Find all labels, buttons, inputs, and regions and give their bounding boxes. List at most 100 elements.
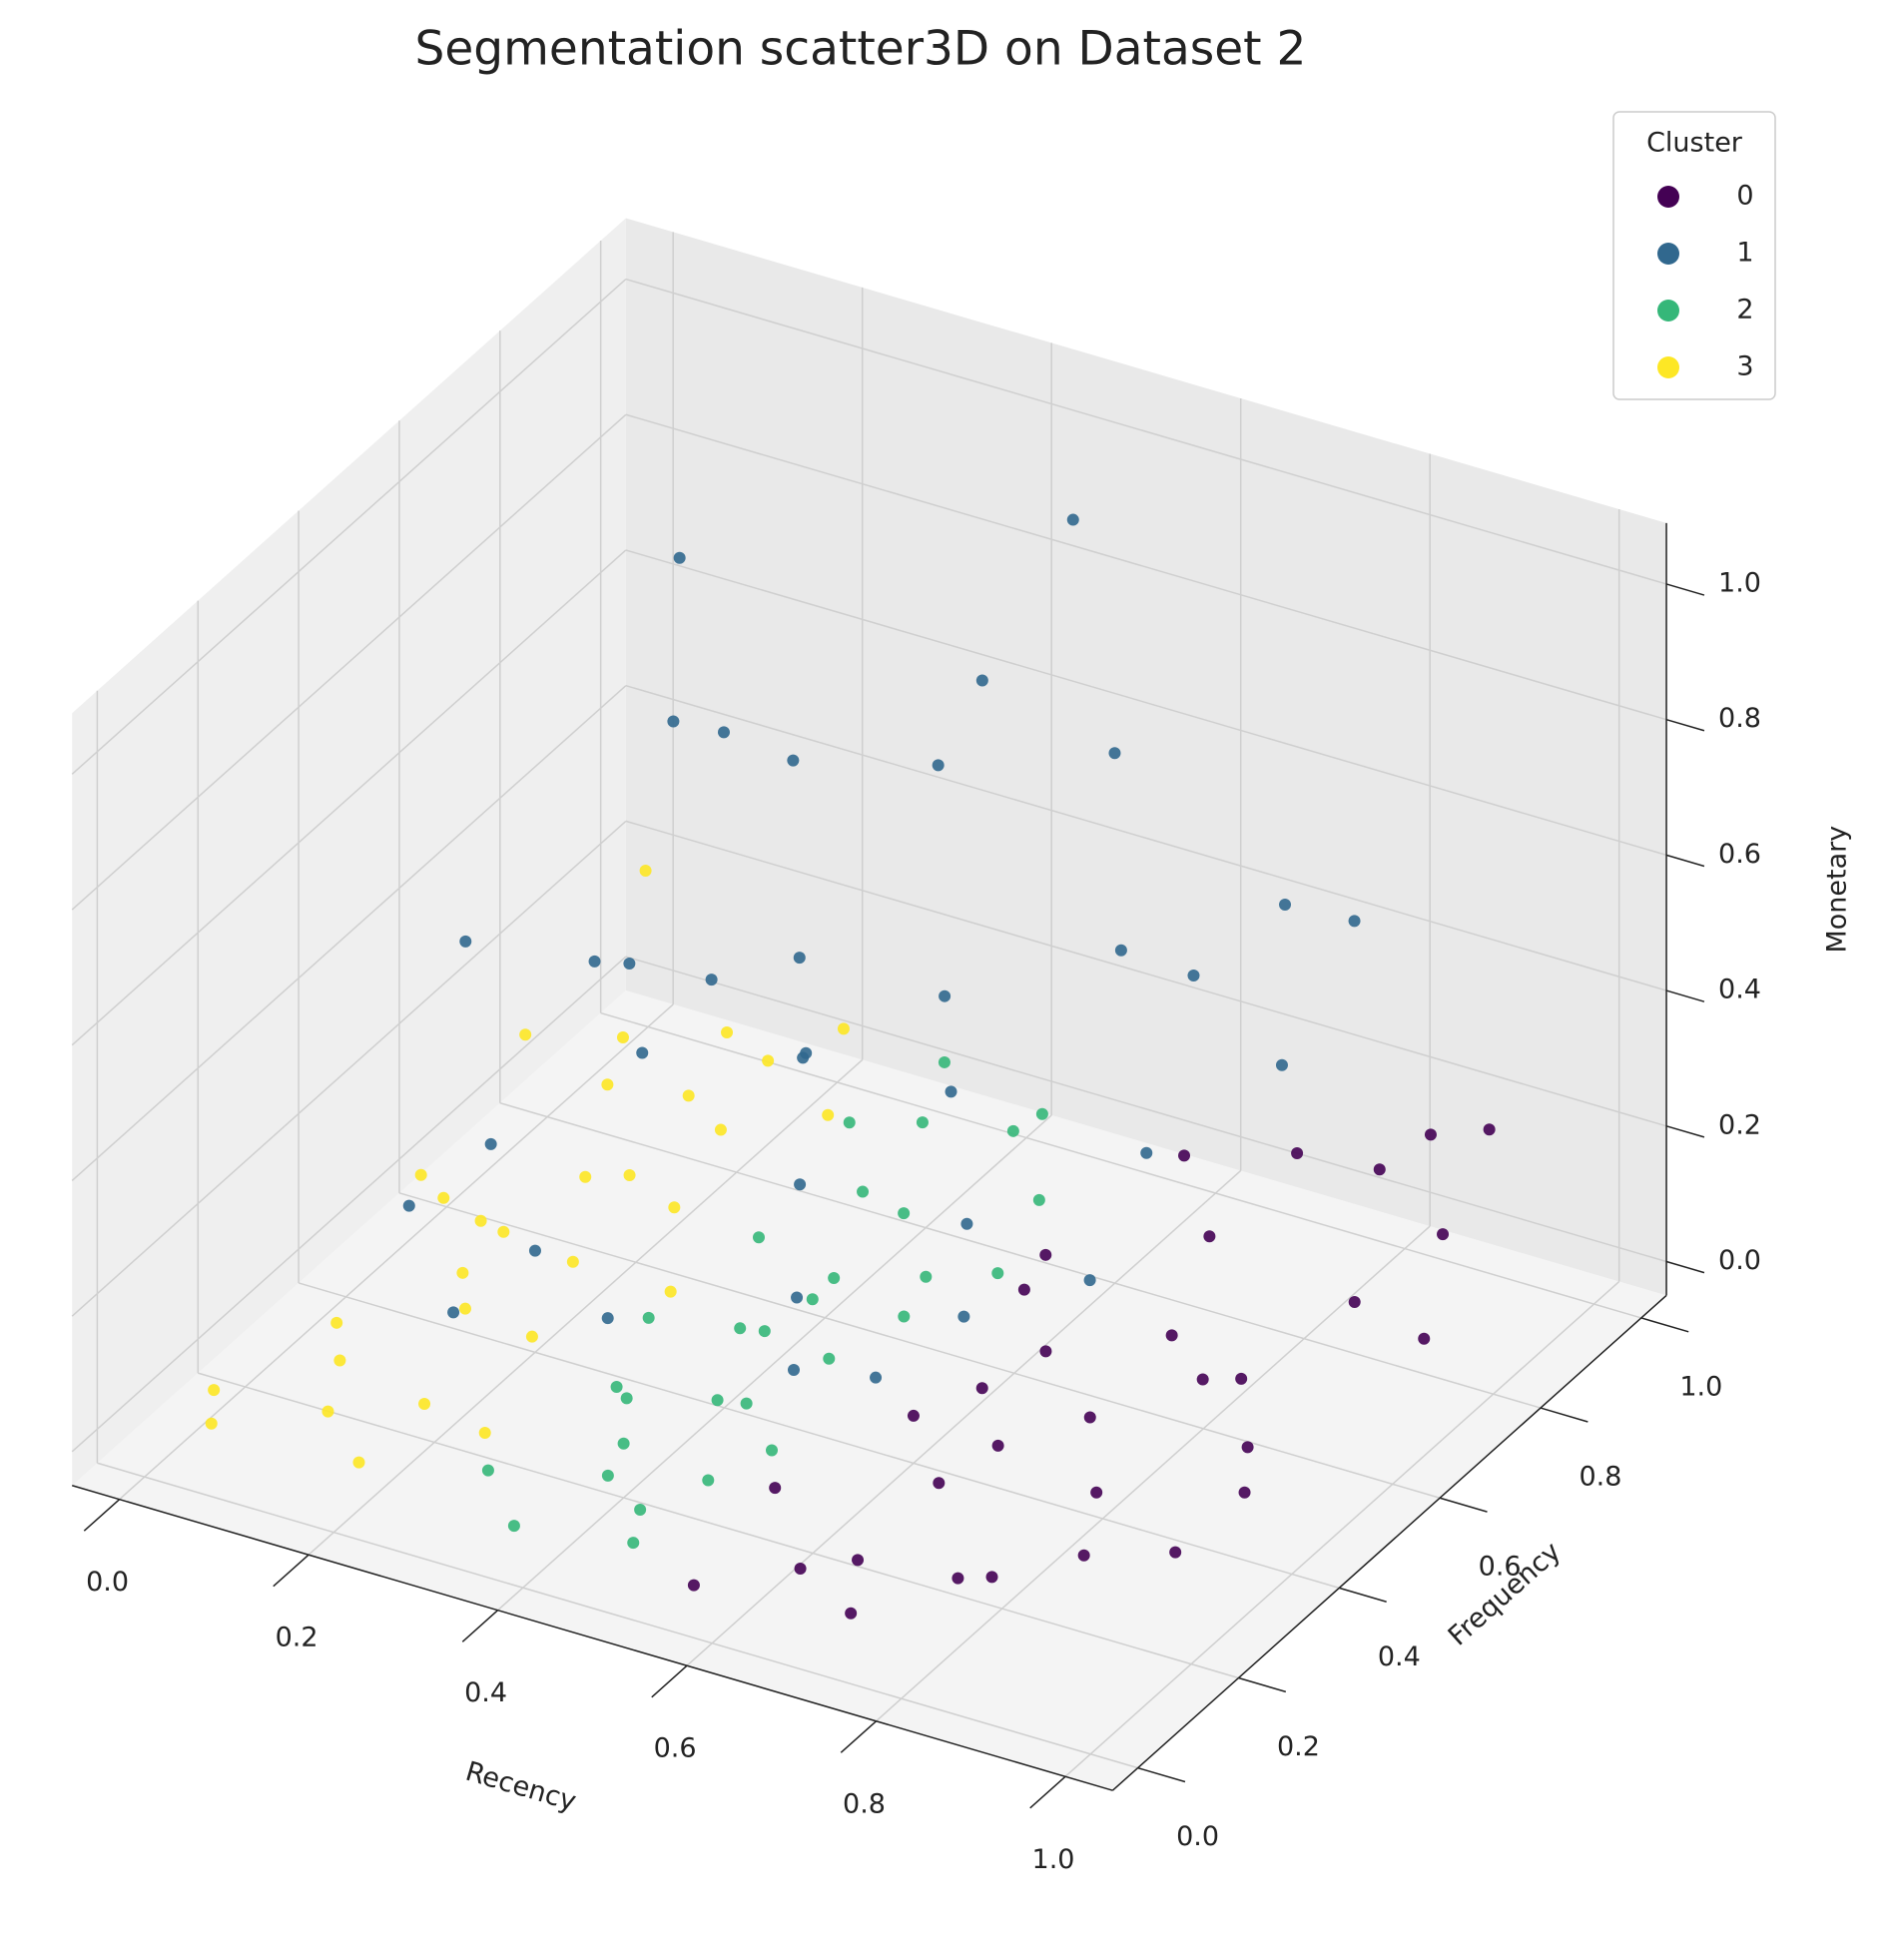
data-point: [414, 1168, 427, 1181]
data-point: [418, 1398, 431, 1411]
tick-mark: [1029, 1775, 1066, 1809]
z-tick-label: 0.4: [1718, 975, 1761, 1005]
data-point: [1348, 1296, 1361, 1309]
x-tick-label: 0.6: [654, 1733, 697, 1764]
data-point: [333, 1354, 346, 1367]
data-point: [1483, 1123, 1496, 1136]
data-point: [932, 759, 945, 772]
data-point: [1241, 1441, 1254, 1454]
data-point: [939, 989, 951, 1002]
z-axis-label: Monetary: [1822, 826, 1853, 954]
data-point: [1418, 1332, 1431, 1345]
tick-mark: [1665, 718, 1705, 732]
floor-pane: [72, 990, 1667, 1791]
tick-mark: [1665, 583, 1705, 596]
data-point: [1187, 970, 1200, 982]
data-point: [907, 1409, 920, 1422]
data-point: [634, 1504, 647, 1517]
data-point: [1140, 1146, 1153, 1159]
data-point: [639, 865, 652, 878]
data-point: [938, 1055, 950, 1068]
tick-mark: [83, 1499, 121, 1532]
data-point: [620, 1392, 633, 1405]
data-point: [497, 1225, 510, 1238]
data-point: [717, 726, 730, 739]
data-point: [933, 1477, 946, 1490]
data-point: [1275, 1058, 1288, 1071]
data-point: [321, 1405, 334, 1418]
grid-line: [71, 956, 627, 1453]
data-point: [458, 1302, 471, 1315]
data-point: [601, 1078, 614, 1091]
data-point: [673, 551, 686, 564]
x-tick-label: 1.0: [1032, 1844, 1075, 1875]
z-tick-label: 0.0: [1718, 1245, 1761, 1276]
data-point: [623, 1168, 636, 1181]
data-point: [828, 1272, 841, 1285]
data-point: [1114, 944, 1127, 957]
data-point: [1032, 1193, 1045, 1206]
data-point: [1083, 1274, 1096, 1287]
data-point: [765, 1444, 778, 1457]
grid-line: [625, 413, 1667, 721]
data-point: [636, 1046, 649, 1059]
legend-label: 1: [1736, 238, 1753, 269]
grid-line: [71, 549, 627, 1046]
y-tick-label: 1.0: [1679, 1371, 1722, 1402]
left-pane: [72, 218, 626, 1486]
data-point: [740, 1397, 753, 1410]
data-point: [1235, 1372, 1248, 1385]
data-point: [525, 1330, 538, 1343]
z-tick-label: 0.8: [1718, 703, 1761, 734]
grid-line: [71, 820, 627, 1317]
y-tick-label: 0.6: [1479, 1552, 1522, 1583]
tick-mark: [1540, 1407, 1588, 1423]
legend-label: 0: [1736, 181, 1753, 212]
data-point: [642, 1311, 655, 1324]
data-point: [714, 1123, 727, 1136]
y-tick-label: 0.0: [1176, 1821, 1219, 1852]
tick-mark: [1137, 1766, 1186, 1783]
grid-line: [1064, 1280, 1620, 1777]
x-tick-label: 0.0: [86, 1567, 129, 1598]
data-point: [459, 935, 472, 948]
x-tick-label: 0.2: [276, 1623, 318, 1653]
data-point: [857, 1185, 870, 1198]
data-point: [617, 1437, 630, 1450]
data-point: [898, 1310, 911, 1323]
grid-line: [71, 685, 627, 1181]
data-point: [330, 1316, 343, 1329]
data-point: [566, 1255, 579, 1268]
data-point: [1373, 1163, 1386, 1176]
data-point: [752, 1231, 765, 1244]
legend-label: 2: [1736, 295, 1753, 326]
data-point: [837, 1022, 850, 1035]
data-point: [528, 1244, 541, 1257]
data-point: [1238, 1486, 1251, 1499]
data-point: [791, 1291, 804, 1304]
grid-line: [686, 1169, 1242, 1666]
data-point: [1039, 1248, 1052, 1261]
data-point: [806, 1293, 819, 1306]
legend-label: 3: [1736, 351, 1753, 382]
data-point: [1279, 899, 1292, 912]
axis-line: [71, 1485, 1113, 1791]
data-point: [1291, 1147, 1304, 1160]
grid-line: [625, 549, 1667, 857]
tick-mark: [840, 1720, 878, 1753]
data-point: [601, 1469, 614, 1482]
data-point: [794, 1563, 807, 1576]
data-point: [734, 1322, 747, 1335]
data-point: [794, 1178, 807, 1191]
data-point: [1066, 513, 1079, 526]
data-point: [623, 958, 636, 971]
data-point: [960, 1217, 973, 1230]
grid-line: [71, 279, 627, 775]
data-point: [797, 1051, 810, 1064]
grid-line: [876, 1225, 1431, 1722]
grid-line: [625, 956, 1667, 1263]
grid-line: [499, 1101, 1542, 1409]
data-point: [1178, 1149, 1191, 1162]
data-point: [437, 1191, 450, 1204]
